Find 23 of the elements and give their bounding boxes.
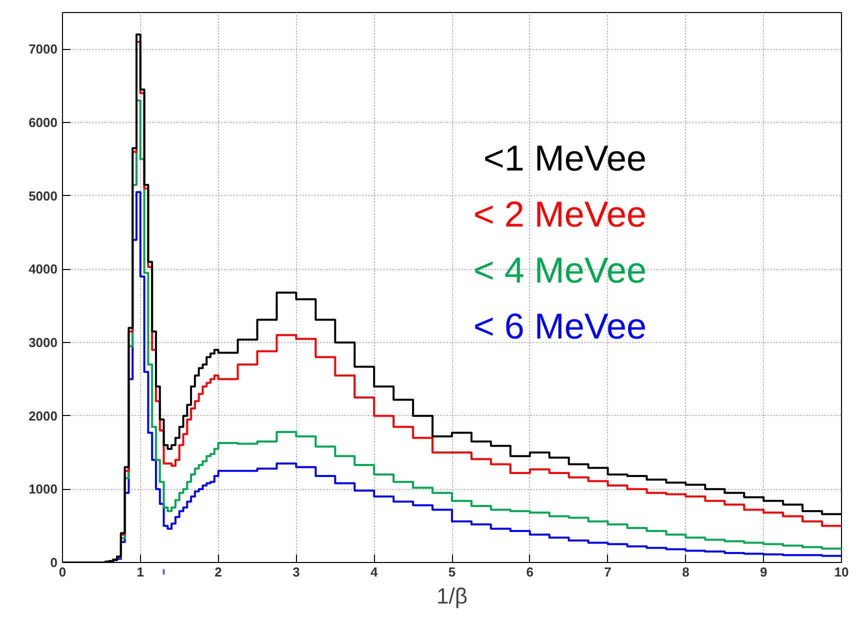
text: < 2 MeVee <box>473 194 647 234</box>
y-tick-label: 5000 <box>28 188 58 204</box>
x-tick-label: 7 <box>604 564 612 580</box>
x-tick-label: 6 <box>526 564 534 580</box>
text: <1 MeVee <box>483 138 646 178</box>
y-tick-label: 4000 <box>28 262 58 277</box>
x-tick-label: 3 <box>292 564 300 580</box>
text: < 4 MeVee <box>473 250 647 290</box>
x-tick-label: 1 <box>136 564 144 580</box>
y-tick-label: 7000 <box>28 42 58 57</box>
x-tick-label: 9 <box>760 564 768 580</box>
y-tick-label: 6000 <box>28 115 58 130</box>
text: < 6 MeVee <box>473 306 647 346</box>
x-tick-label: 10 <box>834 564 849 580</box>
x-axis-title: 1/β <box>436 584 468 608</box>
y-tick-label: 3000 <box>28 335 58 350</box>
y-tick-label: 0 <box>50 555 58 570</box>
x-tick-label: 8 <box>682 564 690 580</box>
y-tick-label: 1000 <box>28 482 58 497</box>
x-tick-label: 2 <box>214 564 222 580</box>
y-tick-label: 2000 <box>28 408 58 424</box>
x-tick-label: 4 <box>370 564 378 580</box>
x-tick-label: 5 <box>448 564 456 580</box>
